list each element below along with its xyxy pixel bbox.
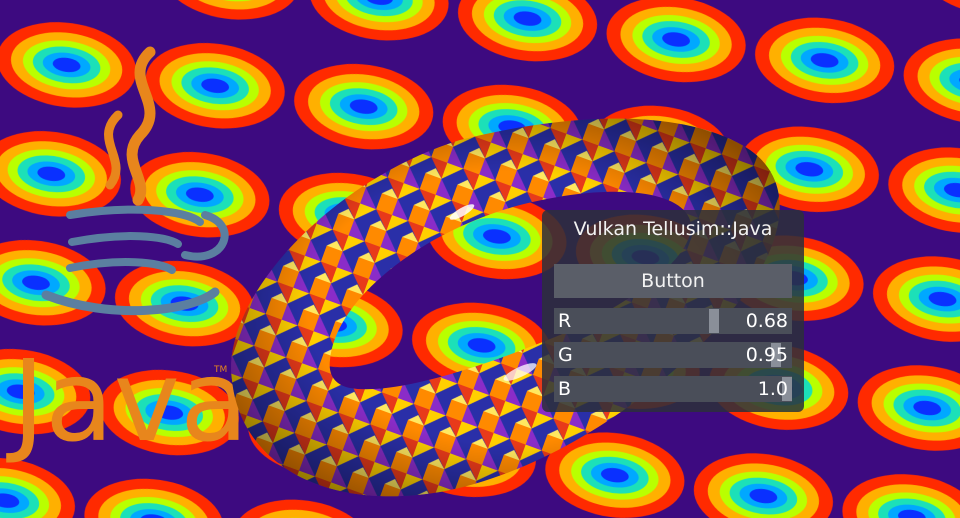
slider-r[interactable]: R 0.68	[554, 308, 792, 334]
slider-r-handle[interactable]	[709, 309, 719, 333]
window-title: Vulkan Tellusim::Java	[573, 218, 773, 240]
slider-b-label: B	[558, 378, 572, 400]
java-logo: Java TM	[6, 46, 249, 467]
java-logo-text: Java	[6, 337, 249, 467]
java-trademark: TM	[213, 365, 227, 375]
slider-r-label: R	[558, 310, 572, 332]
gui-window[interactable]: Vulkan Tellusim::Java Button R 0.68 G 0.…	[542, 210, 804, 412]
slider-r-value: 0.68	[745, 310, 788, 332]
slider-b-handle[interactable]	[782, 377, 792, 401]
slider-g-handle[interactable]	[771, 343, 781, 367]
slider-g[interactable]: G 0.95	[554, 342, 792, 368]
slider-g-label: G	[558, 344, 573, 366]
slider-b[interactable]: B 1.0	[554, 376, 792, 402]
slider-b-value: 1.0	[757, 378, 788, 400]
torus-model	[231, 118, 780, 497]
java-cup-icon	[41, 46, 229, 316]
button[interactable]: Button	[554, 264, 792, 298]
slider-g-value: 0.95	[745, 344, 788, 366]
